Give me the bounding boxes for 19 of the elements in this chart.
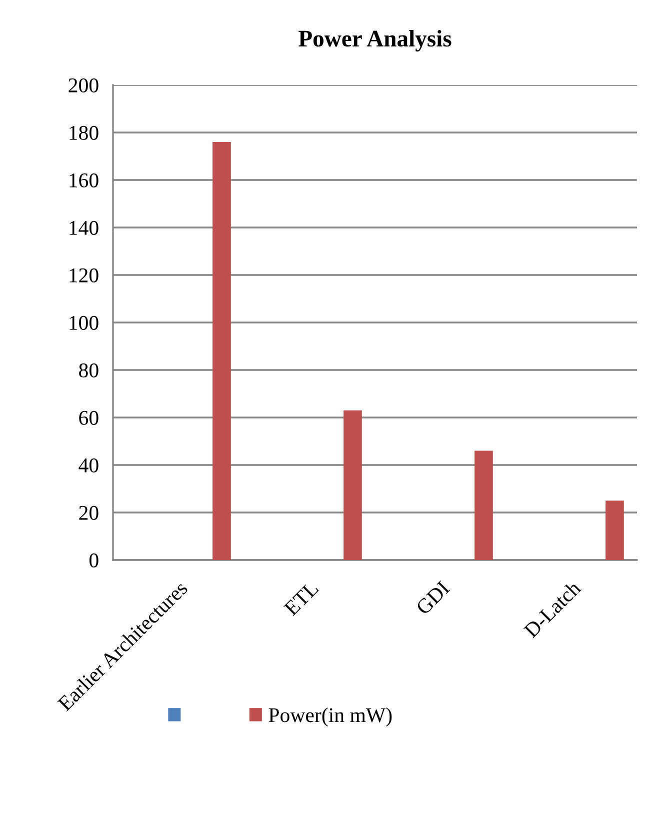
y-tick-label: 20 [79, 506, 98, 520]
y-tick-label: 80 [79, 363, 98, 378]
bar [606, 500, 624, 560]
y-tick-label: 40 [78, 458, 98, 472]
y-tick-label: 100 [70, 316, 98, 330]
y-tick-label: 200 [68, 78, 98, 92]
x-tick-label: ETL [284, 580, 319, 616]
bar [344, 410, 362, 560]
bar [474, 450, 493, 560]
x-tick-label: GDI [415, 580, 450, 616]
chart-title: Power Analysis [298, 30, 452, 52]
y-tick-label: 140 [70, 220, 98, 235]
y-tick-label: 180 [70, 126, 98, 140]
bar [212, 142, 231, 560]
y-tick-label: 160 [70, 173, 98, 188]
y-tick-label: 60 [79, 410, 98, 425]
y-tick-label: 0 [89, 553, 98, 568]
legend-label: Power(in mW) [268, 708, 392, 726]
y-tick-label: 120 [70, 268, 98, 282]
